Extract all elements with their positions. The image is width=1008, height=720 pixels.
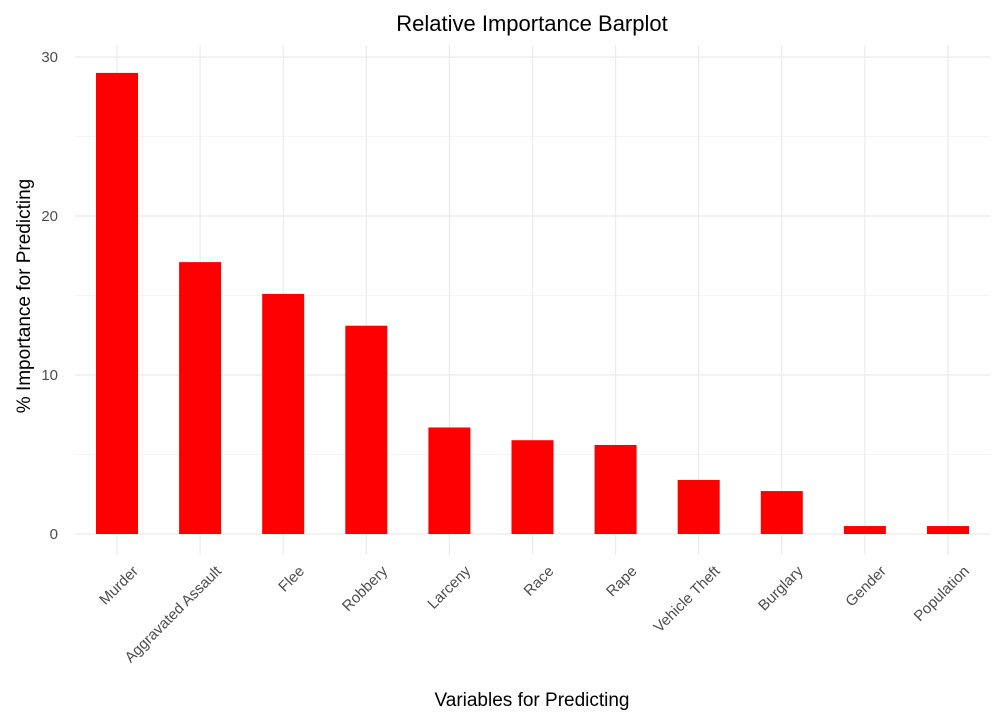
bar — [511, 440, 554, 534]
x-tick-label: Vehicle Theft — [650, 562, 724, 636]
y-axis-ticks: 0 10 20 30 — [41, 49, 58, 543]
x-tick-label: Gender — [842, 563, 889, 610]
bar — [96, 72, 138, 535]
bar — [927, 526, 969, 534]
bar — [760, 491, 803, 534]
bar — [428, 427, 471, 534]
y-axis-label: % Importance for Predicting — [14, 179, 35, 413]
x-tick-label: Burglary — [755, 562, 807, 614]
bar — [179, 262, 222, 534]
bar — [843, 526, 886, 534]
x-tick-label: Murder — [96, 563, 142, 609]
bar — [677, 479, 720, 534]
y-tick-label: 30 — [41, 49, 58, 66]
x-tick-label: Robbery — [339, 562, 391, 614]
chart-title: Relative Importance Barplot — [396, 11, 667, 36]
y-tick-label: 20 — [41, 208, 58, 225]
bars-group — [96, 72, 969, 535]
x-tick-label: Flee — [275, 563, 308, 596]
x-tick-label: Population — [911, 563, 973, 625]
x-tick-label: Race — [521, 563, 558, 600]
x-tick-label: Rape — [603, 563, 640, 600]
x-tick-label: Larceny — [424, 562, 474, 612]
y-tick-label: 10 — [41, 367, 58, 384]
bar — [262, 293, 305, 534]
bar — [594, 444, 637, 534]
x-axis-label: Variables for Predicting — [434, 690, 629, 711]
y-tick-label: 0 — [50, 526, 58, 543]
bar — [345, 325, 388, 534]
